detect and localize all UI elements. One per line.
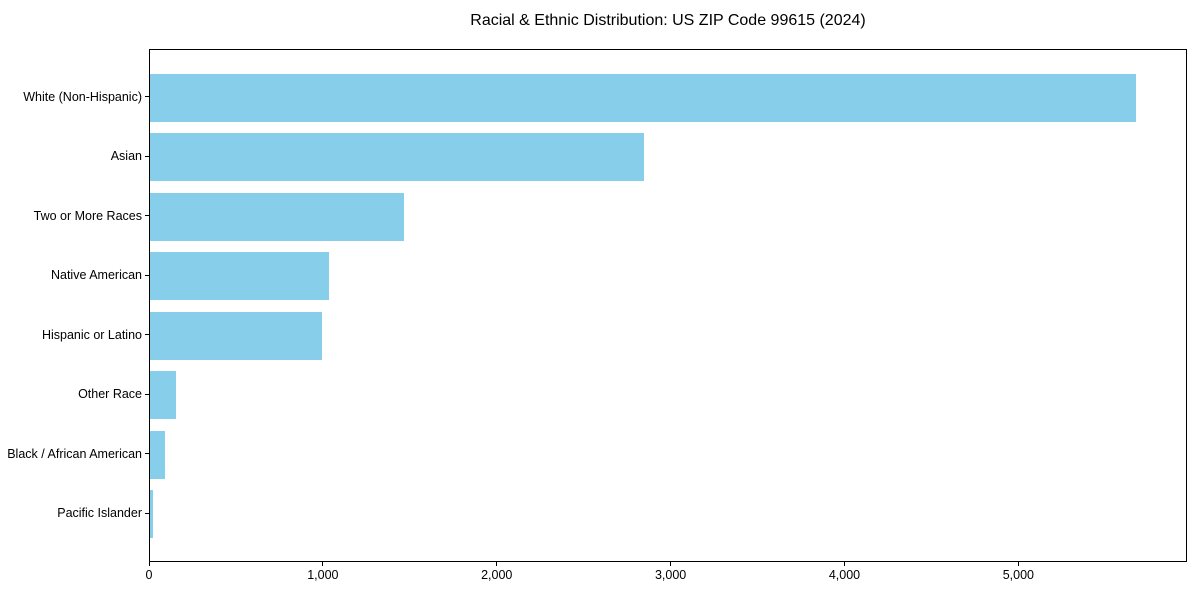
y-tick-label: Asian	[110, 149, 142, 164]
x-tick-mark	[1017, 562, 1019, 566]
bar	[150, 371, 177, 420]
x-tick-mark	[322, 562, 324, 566]
y-tick-mark	[145, 215, 149, 217]
x-tick-label: 3,000	[654, 568, 687, 582]
plot-area	[149, 49, 1187, 562]
y-tick-label: Native American	[50, 268, 142, 283]
bar	[150, 73, 1136, 122]
x-tick-mark	[670, 562, 672, 566]
x-tick-label: 4,000	[828, 568, 861, 582]
y-tick-mark	[145, 155, 149, 157]
y-tick-mark	[145, 96, 149, 97]
x-tick-label: 5,000	[1002, 568, 1034, 582]
bar	[150, 430, 165, 479]
y-tick-label: Two or More Races	[33, 208, 142, 223]
bar	[150, 192, 404, 241]
bar	[150, 133, 644, 182]
bar	[150, 490, 153, 539]
y-tick-mark	[145, 274, 149, 276]
y-tick-label: Other Race	[78, 387, 142, 402]
y-tick-mark	[145, 334, 149, 336]
x-tick-mark	[148, 562, 150, 566]
x-tick-mark	[496, 562, 498, 566]
x-tick-label: 0	[145, 568, 153, 582]
y-tick-mark	[145, 453, 149, 455]
x-tick-mark	[843, 562, 845, 566]
chart-title: Racial & Ethnic Distribution: US ZIP Cod…	[470, 12, 866, 29]
y-tick-label: Black / African American	[7, 446, 142, 461]
bar	[150, 252, 330, 301]
y-tick-mark	[145, 393, 149, 395]
bar	[150, 311, 323, 360]
y-tick-label: Pacific Islander	[57, 506, 142, 521]
x-tick-label: 1,000	[307, 568, 339, 582]
y-tick-mark	[145, 512, 149, 514]
x-tick-label: 2,000	[481, 568, 513, 582]
y-tick-label: White (Non-Hispanic)	[23, 89, 142, 104]
y-tick-label: Hispanic or Latino	[41, 327, 142, 342]
